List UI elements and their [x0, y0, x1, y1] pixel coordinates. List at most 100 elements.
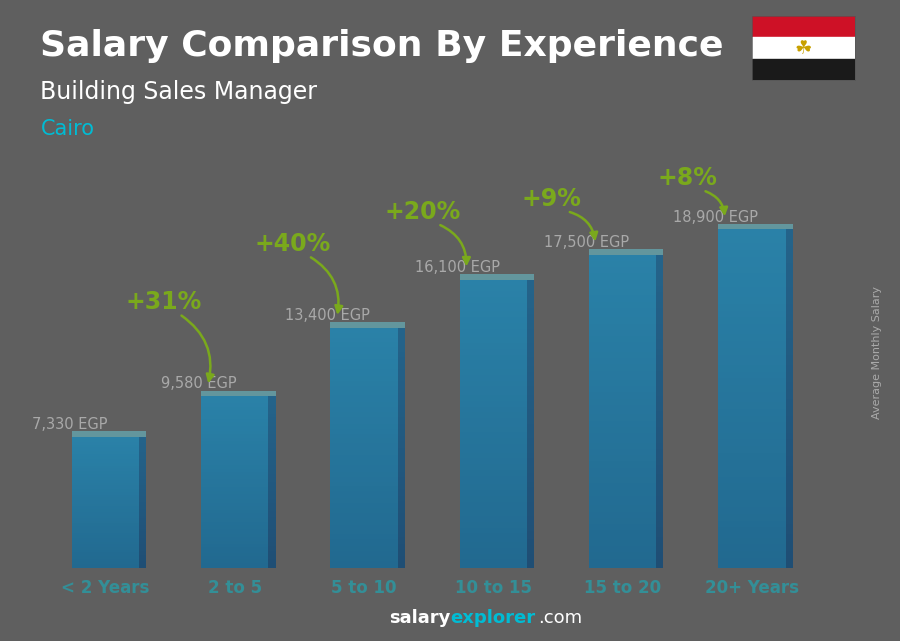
Bar — [460, 473, 527, 476]
Bar — [268, 472, 275, 474]
Bar — [140, 556, 146, 558]
Bar — [202, 474, 268, 476]
Bar — [460, 291, 527, 294]
Bar — [786, 470, 793, 473]
Bar — [786, 467, 793, 470]
Bar — [786, 297, 793, 301]
Bar — [786, 274, 793, 277]
Bar — [718, 317, 786, 321]
Bar — [460, 481, 527, 485]
Bar — [460, 387, 527, 389]
Bar — [460, 525, 527, 528]
Bar — [656, 389, 663, 392]
Bar — [718, 354, 786, 358]
Bar — [72, 456, 140, 458]
Bar — [786, 388, 793, 392]
Bar — [656, 471, 663, 474]
Bar — [202, 501, 268, 503]
Bar — [656, 283, 663, 286]
Bar — [590, 553, 656, 556]
Bar — [202, 484, 268, 486]
Bar — [140, 564, 146, 565]
Bar — [330, 455, 398, 458]
Bar — [268, 429, 275, 431]
Bar — [590, 537, 656, 540]
Bar — [527, 352, 534, 354]
Bar — [460, 320, 527, 323]
Bar — [590, 405, 656, 408]
Bar — [460, 438, 527, 441]
Bar — [72, 525, 140, 526]
Bar — [527, 312, 534, 314]
Bar — [460, 464, 527, 467]
Bar — [398, 561, 405, 563]
Bar — [460, 300, 527, 303]
Bar — [398, 405, 405, 407]
Bar — [718, 565, 786, 568]
Bar — [786, 558, 793, 562]
Bar — [656, 437, 663, 440]
Bar — [786, 240, 793, 243]
Bar — [268, 396, 275, 398]
Bar — [72, 478, 140, 479]
Bar — [527, 539, 534, 542]
Bar — [527, 427, 534, 429]
Bar — [268, 549, 275, 551]
Bar — [527, 395, 534, 398]
Bar — [398, 510, 405, 513]
Bar — [330, 501, 398, 503]
Bar — [330, 496, 398, 499]
Bar — [330, 441, 398, 443]
Bar — [268, 497, 275, 499]
Bar — [718, 331, 786, 335]
Bar — [460, 381, 527, 383]
Bar — [527, 326, 534, 329]
Bar — [330, 407, 398, 410]
Bar — [527, 323, 534, 326]
Bar — [202, 517, 268, 519]
Bar — [398, 458, 405, 460]
Bar — [656, 342, 663, 345]
Bar — [656, 477, 663, 480]
Bar — [656, 483, 663, 487]
Bar — [398, 554, 405, 556]
Bar — [786, 253, 793, 256]
Bar — [202, 534, 268, 535]
Bar — [268, 508, 275, 510]
Bar — [718, 395, 786, 399]
Bar — [590, 483, 656, 487]
Bar — [460, 326, 527, 329]
Bar — [330, 328, 398, 330]
Bar — [330, 506, 398, 508]
Bar — [718, 392, 786, 395]
Bar — [202, 549, 268, 551]
Bar — [202, 553, 268, 554]
Bar — [72, 550, 140, 551]
Bar — [786, 406, 793, 409]
Bar — [330, 532, 398, 535]
Bar — [398, 546, 405, 549]
Bar — [268, 469, 275, 470]
Bar — [330, 340, 398, 342]
Bar — [590, 477, 656, 480]
Bar — [268, 398, 275, 400]
Bar — [718, 446, 786, 449]
Bar — [527, 343, 534, 346]
Bar — [268, 413, 275, 415]
Bar — [656, 395, 663, 399]
Bar — [656, 543, 663, 546]
Bar — [718, 449, 786, 453]
Bar — [72, 554, 140, 555]
Bar — [330, 352, 398, 354]
Bar — [72, 514, 140, 515]
Bar — [786, 433, 793, 436]
Bar — [268, 453, 275, 454]
Bar — [140, 538, 146, 539]
Bar — [718, 409, 786, 412]
Bar — [656, 405, 663, 408]
Bar — [268, 481, 275, 482]
Bar — [527, 493, 534, 496]
Bar — [268, 517, 275, 519]
Bar — [527, 279, 534, 283]
Bar — [786, 494, 793, 497]
